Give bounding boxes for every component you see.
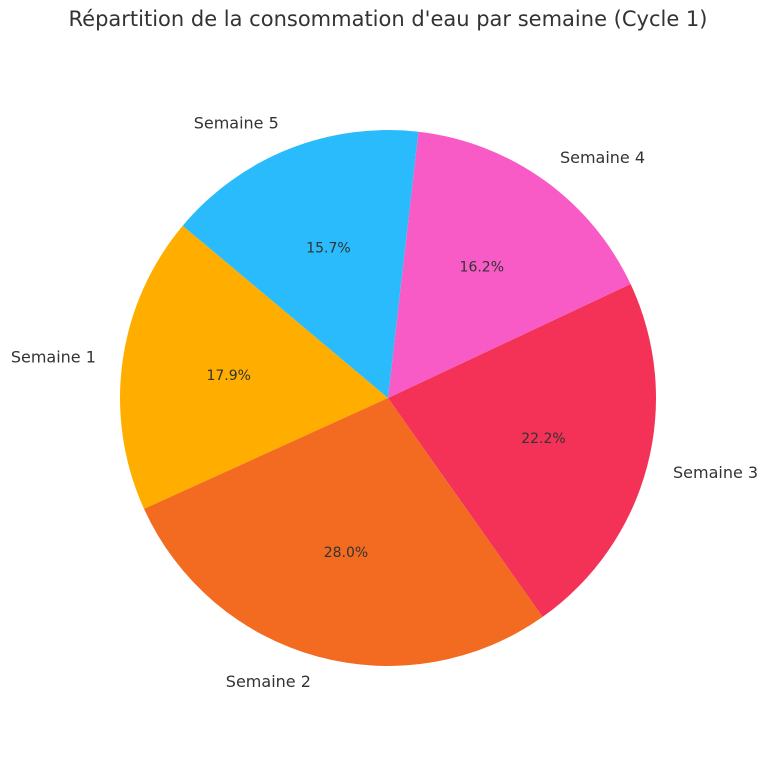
value-label: 15.7%	[306, 241, 350, 257]
chart-title: Répartition de la consommation d'eau par…	[69, 7, 708, 31]
slice-label: Semaine 5	[194, 114, 279, 133]
pie-slice	[119, 225, 388, 509]
value-label: 16.2%	[460, 259, 504, 275]
slice-label: Semaine 4	[560, 148, 645, 167]
pie-slice	[182, 130, 419, 398]
slice-label: Semaine 3	[673, 463, 758, 482]
value-label: 22.2%	[521, 431, 565, 447]
pie-slice	[144, 398, 543, 666]
slice-label: Semaine 1	[11, 348, 96, 367]
value-label: 17.9%	[206, 368, 250, 384]
slice-label: Semaine 2	[226, 672, 311, 691]
pie-slice	[388, 284, 657, 617]
value-label: 28.0%	[324, 545, 368, 561]
pie-slice	[388, 131, 631, 399]
